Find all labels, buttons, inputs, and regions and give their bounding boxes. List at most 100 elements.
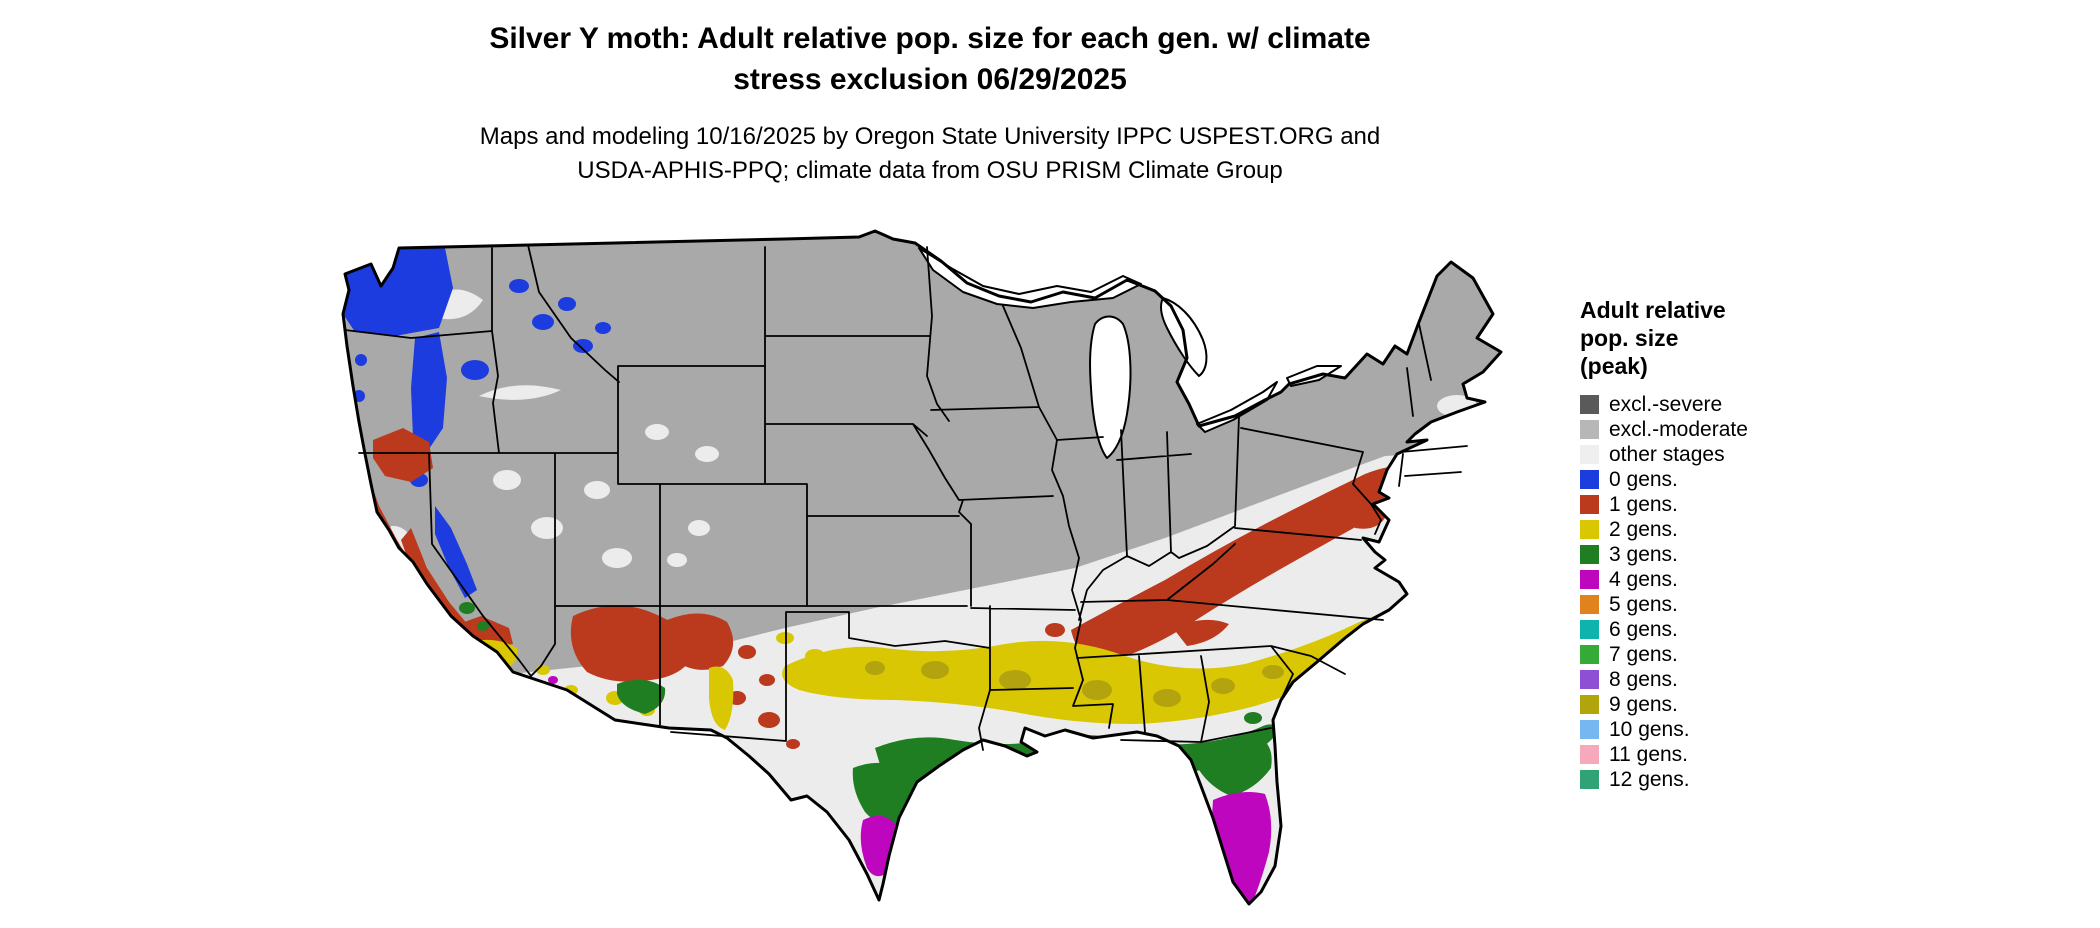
zero-gens-washington — [343, 248, 453, 336]
legend-row: 7 gens. — [1580, 642, 1748, 667]
legend-row: 0 gens. — [1580, 467, 1748, 492]
legend-item-label: 10 gens. — [1609, 717, 1690, 741]
mottle-patch — [1153, 689, 1181, 707]
legend-color-swatch — [1580, 620, 1599, 639]
legend-color-swatch — [1580, 445, 1599, 464]
legend-color-swatch — [1580, 720, 1599, 739]
three-gens-se-arizona — [617, 679, 666, 714]
legend-item-label: 7 gens. — [1609, 642, 1678, 666]
legend-item-label: 5 gens. — [1609, 592, 1678, 616]
other-stages-patch — [493, 470, 521, 490]
legend-color-swatch — [1580, 520, 1599, 539]
legend-row: 12 gens. — [1580, 767, 1748, 792]
legend-title-line3: (peak) — [1580, 353, 1648, 379]
legend-item-label: excl.-severe — [1609, 392, 1723, 416]
state-borders — [344, 244, 1468, 751]
legend-title-line2: pop. size — [1580, 325, 1679, 351]
one-gen-klamath — [373, 428, 433, 482]
three-gens-patch — [477, 621, 489, 631]
other-stages-patch — [531, 517, 563, 539]
legend-row: 11 gens. — [1580, 742, 1748, 767]
zero-gens-patch — [509, 279, 529, 293]
one-gen-maryland — [1349, 504, 1387, 529]
mottle-patch — [1262, 665, 1284, 679]
legend-item-label: 11 gens. — [1609, 742, 1689, 766]
legend-color-swatch — [1580, 695, 1599, 714]
legend-row: 10 gens. — [1580, 717, 1748, 742]
one-gen-north-alabama — [1173, 619, 1229, 646]
four-gens-patch — [548, 676, 558, 684]
map-subtitle-line2: USDA-APHIS-PPQ; climate data from OSU PR… — [577, 157, 1283, 184]
legend-row: excl.-severe — [1580, 392, 1748, 417]
map-subtitle: Maps and modeling 10/16/2025 by Oregon S… — [0, 120, 1860, 188]
three-gens-patch — [459, 602, 475, 614]
legend-row: 1 gens. — [1580, 492, 1748, 517]
legend-item-label: 0 gens. — [1609, 467, 1678, 491]
legend-color-swatch — [1580, 545, 1599, 564]
legend-item-label: 1 gens. — [1609, 492, 1678, 516]
legend-row: 9 gens. — [1580, 692, 1748, 717]
mottle-patch — [1082, 680, 1112, 700]
legend-row: 5 gens. — [1580, 592, 1748, 617]
legend-color-swatch — [1580, 595, 1599, 614]
two-gens-patch — [805, 649, 825, 663]
other-stages-patch — [667, 553, 687, 567]
two-gens-patch — [830, 668, 848, 680]
zero-gens-patch — [573, 339, 593, 353]
legend-item-label: 12 gens. — [1609, 767, 1690, 791]
legend-color-swatch — [1580, 770, 1599, 789]
map-title-line1: Silver Y moth: Adult relative pop. size … — [489, 22, 1371, 55]
zero-gens-patch — [355, 354, 367, 366]
band-2-gens-dark-mottle — [865, 661, 1284, 707]
map-subtitle-line1: Maps and modeling 10/16/2025 by Oregon S… — [479, 123, 1381, 150]
zero-gens-patch — [461, 360, 489, 380]
legend-row: other stages — [1580, 442, 1748, 467]
legend-title-line1: Adult relative — [1580, 297, 1726, 323]
legend-color-swatch — [1580, 470, 1599, 489]
legend-color-swatch — [1580, 570, 1599, 589]
us-generations-map — [341, 229, 1503, 906]
legend-items: excl.-severe excl.-moderate other stages… — [1580, 392, 1748, 792]
other-stages-patch — [584, 481, 610, 499]
legend-color-swatch — [1580, 670, 1599, 689]
legend-color-swatch — [1580, 395, 1599, 414]
band-0-gens — [343, 248, 611, 598]
zero-gens-patch — [558, 297, 576, 311]
one-gen-new-mexico — [664, 613, 734, 670]
one-gen-patch — [738, 645, 756, 659]
legend-color-swatch — [1580, 495, 1599, 514]
other-stages-patch — [688, 520, 710, 536]
us-map-container — [315, 228, 1525, 928]
legend-color-swatch — [1580, 420, 1599, 439]
legend-item-label: 9 gens. — [1609, 692, 1678, 716]
legend-item-label: other stages — [1609, 442, 1725, 466]
one-gen-patch — [758, 712, 780, 728]
legend-row: 8 gens. — [1580, 667, 1748, 692]
zero-gens-patch — [595, 322, 611, 334]
zero-gens-sierra — [435, 506, 477, 598]
other-stages-patch — [695, 446, 719, 462]
mottle-patch — [1211, 678, 1235, 694]
legend-color-swatch — [1580, 745, 1599, 764]
us-outline — [341, 229, 1503, 906]
one-gen-patch — [759, 674, 775, 686]
three-gens-south-texas — [852, 762, 909, 826]
one-gen-sierra-foothills — [401, 528, 469, 634]
legend-row: 4 gens. — [1580, 567, 1748, 592]
three-gens-north-florida — [1195, 736, 1272, 796]
map-title-line2: stress exclusion 06/29/2025 — [733, 63, 1127, 96]
legend-item-label: 4 gens. — [1609, 567, 1678, 591]
legend-color-swatch — [1580, 645, 1599, 664]
zero-gens-patch — [532, 314, 554, 330]
legend-row: 3 gens. — [1580, 542, 1748, 567]
legend-row: 6 gens. — [1580, 617, 1748, 642]
mottle-patch — [999, 670, 1031, 690]
mottle-patch — [865, 661, 885, 675]
lake-michigan — [1089, 315, 1132, 459]
other-stages-patch — [602, 548, 632, 568]
two-gens-southern-band — [782, 612, 1413, 724]
zero-gens-oregon-cascades — [411, 332, 447, 452]
legend: Adult relative pop. size (peak) excl.-se… — [1580, 296, 1748, 792]
mottle-patch — [921, 661, 949, 679]
legend-item-label: 2 gens. — [1609, 517, 1678, 541]
